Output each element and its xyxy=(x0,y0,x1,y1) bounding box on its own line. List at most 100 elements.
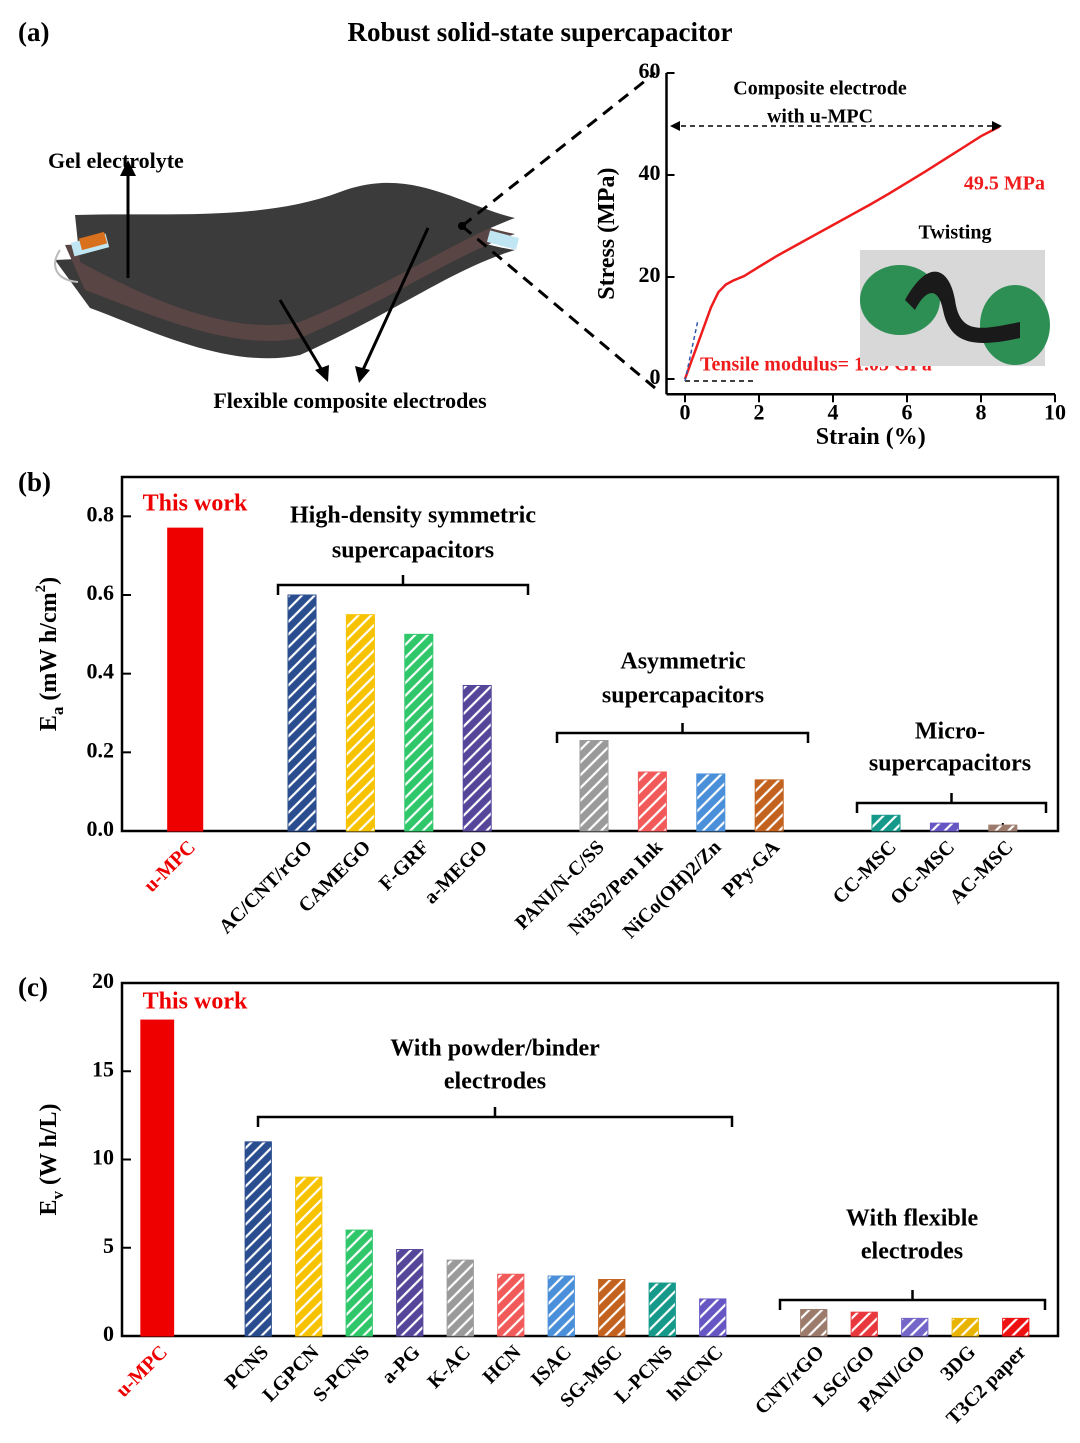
y-tick-label: 0.2 xyxy=(87,737,115,762)
annotation: with u-MPC xyxy=(767,106,873,128)
bar xyxy=(287,594,317,832)
annotation: electrodes xyxy=(444,1069,546,1095)
x-tick-label: 10 xyxy=(1044,399,1066,424)
x-tick-label: CNT/rGO xyxy=(751,1341,829,1419)
annotation: supercapacitors xyxy=(869,751,1031,777)
bar xyxy=(396,1249,424,1337)
annotation: Asymmetric xyxy=(620,649,746,675)
x-tick-label: OC-MSC xyxy=(886,836,959,909)
y-axis-title-part: a xyxy=(48,706,67,715)
bar xyxy=(140,1019,175,1337)
x-axis-title: Strain (%) xyxy=(816,424,926,450)
x-tick-label: AC/CNT/rGO xyxy=(215,836,317,938)
x-tick-label: u-MPC xyxy=(140,836,200,896)
bar xyxy=(800,1309,828,1337)
x-tick-label: S-PCNS xyxy=(309,1341,374,1406)
zoom-line xyxy=(461,71,656,228)
zoom-line xyxy=(461,224,656,390)
y-tick-label: 0.6 xyxy=(87,580,115,605)
x-tick-label: F-GRF xyxy=(375,836,434,895)
bar xyxy=(446,1259,474,1337)
panel-label: (b) xyxy=(18,467,51,497)
bar xyxy=(951,1317,979,1337)
bar xyxy=(295,1176,323,1337)
annotation: supercapacitors xyxy=(332,538,494,564)
arrowhead xyxy=(315,365,329,382)
group-bracket xyxy=(555,723,810,743)
bar xyxy=(699,1298,727,1337)
x-tick-label: HCN xyxy=(479,1341,526,1388)
y-axis-title-part: E xyxy=(36,1200,62,1216)
bar xyxy=(988,824,1018,832)
y-tick-label: 5 xyxy=(103,1233,114,1258)
bar xyxy=(901,1317,929,1337)
y-tick-label: 20 xyxy=(639,262,661,287)
bar xyxy=(696,773,726,832)
x-tick-label: K-AC xyxy=(423,1341,475,1393)
y-axis-title-part: (W h/L) xyxy=(36,1103,62,1191)
annotation: Micro- xyxy=(915,719,985,745)
annotation: This work xyxy=(143,989,248,1015)
x-tick-label: 4 xyxy=(828,399,839,424)
arrowhead xyxy=(992,121,1002,131)
y-tick-label: 15 xyxy=(92,1056,114,1081)
bar xyxy=(244,1141,272,1337)
bar xyxy=(929,822,959,832)
bar xyxy=(345,614,375,832)
y-tick-label: 0.8 xyxy=(87,501,115,526)
x-tick-label: a-PG xyxy=(378,1341,425,1388)
bar xyxy=(462,684,492,832)
y-axis-title: Ev (W h/L) xyxy=(36,1103,68,1215)
annotation: electrodes xyxy=(861,1239,963,1265)
chart-title: Robust solid-state supercapacitor xyxy=(347,17,732,47)
annotation: This work xyxy=(143,491,248,517)
bar xyxy=(648,1282,676,1337)
schematic-label: Gel electrolyte xyxy=(48,148,184,173)
bar xyxy=(579,740,609,832)
y-tick-label: 0 xyxy=(103,1321,114,1346)
arrowhead xyxy=(120,160,136,176)
bar xyxy=(871,814,901,832)
bar xyxy=(167,527,204,832)
schematic-label: Flexible composite electrodes xyxy=(213,388,487,413)
x-tick-label: hNCNC xyxy=(663,1341,727,1405)
arrowhead xyxy=(670,121,680,131)
y-tick-label: 0.0 xyxy=(87,816,115,841)
x-tick-label: 8 xyxy=(976,399,987,424)
arrow xyxy=(360,227,430,373)
wire xyxy=(54,249,79,283)
tab xyxy=(486,230,520,250)
y-tick-label: 60 xyxy=(639,58,661,83)
y-axis-title-part: E xyxy=(36,715,62,731)
arrow xyxy=(278,299,325,373)
bar xyxy=(497,1273,525,1337)
arrowhead xyxy=(355,366,370,383)
x-tick-label: 0 xyxy=(680,399,691,424)
y-tick-label: 10 xyxy=(92,1145,114,1170)
x-tick-label: 6 xyxy=(902,399,913,424)
film xyxy=(905,271,1020,343)
annotation: 49.5 MPa xyxy=(964,173,1045,195)
y-axis-title-part: (mW h/cm xyxy=(36,592,62,706)
stress-strain-curve xyxy=(683,125,1001,380)
bar xyxy=(345,1229,373,1337)
group-bracket xyxy=(778,1290,1047,1310)
y-axis-title-part: 2 xyxy=(33,585,49,593)
bar xyxy=(637,771,667,832)
photo-inset xyxy=(860,250,1050,366)
top-electrode xyxy=(75,182,515,326)
y-tick-label: 0.4 xyxy=(87,659,115,684)
group-bracket xyxy=(855,793,1048,813)
annotation: With powder/binder xyxy=(390,1036,600,1062)
panel-label: (c) xyxy=(18,972,48,1002)
annotation: supercapacitors xyxy=(602,683,764,709)
y-tick-label: 0 xyxy=(650,364,661,389)
bar xyxy=(547,1275,575,1337)
x-tick-label: 3DG xyxy=(936,1341,980,1385)
bar xyxy=(1002,1317,1030,1337)
annotation: Twisting xyxy=(919,222,992,244)
bar xyxy=(754,779,784,832)
annotation: With flexible xyxy=(846,1206,979,1232)
